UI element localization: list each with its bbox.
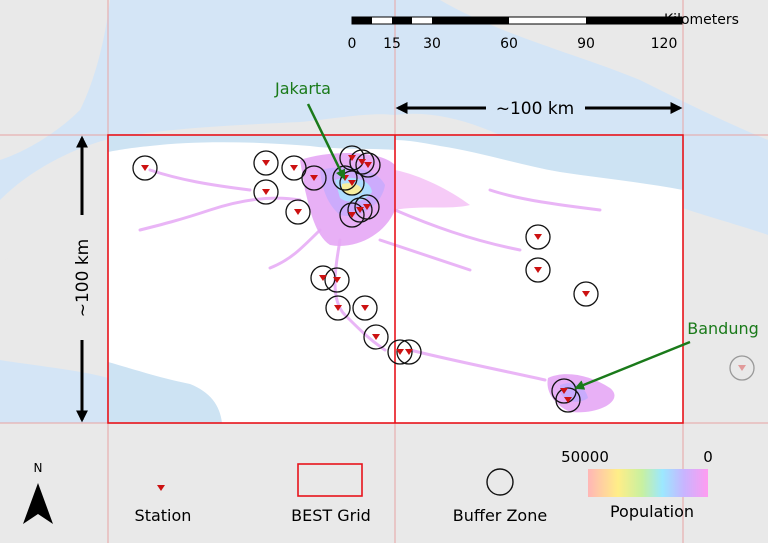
study-area-sea-north	[395, 135, 683, 190]
best-grid	[107, 134, 684, 424]
legend-station-label: Station	[135, 506, 192, 525]
land-island	[0, 257, 50, 303]
scale-tick: 60	[500, 36, 518, 52]
population-max-label: 50000	[561, 448, 609, 466]
population-min-label: 0	[703, 448, 713, 466]
city-label-jakarta: Jakarta	[274, 79, 331, 98]
dimension-vertical-label: ~100 km	[73, 239, 93, 318]
dimension-horizontal: ~100 km	[395, 99, 683, 119]
legend-buffer-label: Buffer Zone	[453, 506, 547, 525]
scale-tick: 15	[383, 36, 401, 52]
land-north-west	[0, 0, 110, 160]
stations	[141, 155, 746, 403]
city-bandung: Bandung	[574, 319, 759, 390]
legend-station: Station	[135, 485, 192, 525]
grid-swatch-icon	[297, 463, 363, 497]
buffer-zones	[132, 145, 755, 413]
study-area-sea-south	[108, 362, 222, 423]
scale-bar: Kilometers 0 15 30 60 90 120	[348, 12, 739, 52]
scale-bar-title: Kilometers	[664, 12, 739, 28]
legend-best-grid: BEST Grid	[291, 463, 371, 525]
population-gradient	[588, 469, 708, 497]
study-area-sea-north-west	[108, 135, 395, 152]
legend-population-label: Population	[610, 502, 694, 521]
buffer-circle-icon	[486, 468, 514, 496]
city-label-bandung: Bandung	[687, 319, 759, 338]
north-arrow-icon	[23, 483, 53, 524]
scale-tick: 90	[577, 36, 595, 52]
city-jakarta: Jakarta	[274, 79, 346, 180]
scale-tick: 0	[348, 36, 357, 52]
north-label: N	[34, 461, 43, 475]
land-north-east	[440, 0, 768, 140]
scale-tick: 120	[651, 36, 678, 52]
legend-population: 50000 0 Population	[561, 448, 713, 521]
dimension-vertical: ~100 km	[73, 135, 93, 423]
legend-buffer: Buffer Zone	[453, 468, 547, 525]
dimension-horizontal-label: ~100 km	[496, 99, 575, 119]
north-arrow: N	[23, 461, 53, 524]
scale-tick: 30	[423, 36, 441, 52]
station-icon	[157, 485, 165, 491]
population-roads	[138, 168, 602, 382]
legend-grid-label: BEST Grid	[291, 506, 371, 525]
